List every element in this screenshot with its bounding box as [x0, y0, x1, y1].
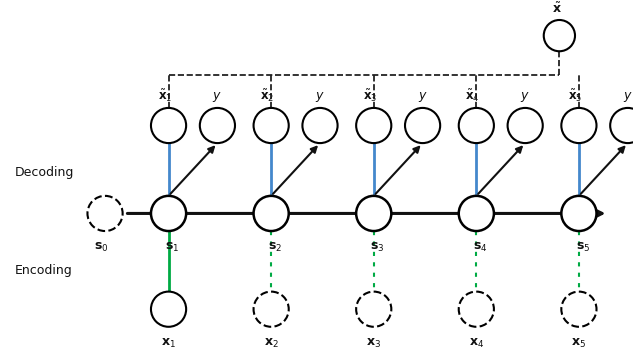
Text: $\mathbf{x}_1$: $\mathbf{x}_1$	[161, 337, 176, 350]
Text: $\mathbf{x}_3$: $\mathbf{x}_3$	[366, 337, 381, 350]
Text: $\mathbf{x}_4$: $\mathbf{x}_4$	[468, 337, 484, 350]
Circle shape	[151, 196, 186, 231]
Circle shape	[405, 108, 440, 143]
Circle shape	[356, 196, 391, 231]
Text: $y$: $y$	[520, 90, 530, 104]
Text: $\tilde{\mathbf{x}}_4$: $\tilde{\mathbf{x}}_4$	[465, 87, 479, 104]
Text: $\mathbf{s}_{2}$: $\mathbf{s}_{2}$	[268, 241, 282, 254]
Text: $\mathbf{s}_{4}$: $\mathbf{s}_{4}$	[473, 241, 488, 254]
Text: $\mathbf{s}_{1}$: $\mathbf{s}_{1}$	[165, 241, 180, 254]
Text: $\tilde{\mathbf{x}}_1$: $\tilde{\mathbf{x}}_1$	[157, 87, 172, 104]
Text: $\tilde{\mathbf{x}}_2$: $\tilde{\mathbf{x}}_2$	[260, 87, 275, 104]
Text: Encoding: Encoding	[15, 264, 73, 276]
Circle shape	[561, 196, 596, 231]
Circle shape	[253, 108, 289, 143]
Text: $\mathbf{s}_{5}$: $\mathbf{s}_{5}$	[575, 241, 590, 254]
Text: $\tilde{\mathbf{x}}_3$: $\tilde{\mathbf{x}}_3$	[363, 87, 377, 104]
Text: $\mathbf{s}_0$: $\mathbf{s}_0$	[94, 241, 108, 254]
Circle shape	[253, 196, 289, 231]
Text: $\mathbf{s}_{3}$: $\mathbf{s}_{3}$	[371, 241, 385, 254]
Circle shape	[356, 292, 391, 327]
Circle shape	[151, 108, 186, 143]
Circle shape	[610, 108, 640, 143]
Circle shape	[88, 196, 123, 231]
Circle shape	[356, 108, 391, 143]
Text: $\tilde{\mathbf{x}}$: $\tilde{\mathbf{x}}$	[552, 2, 563, 16]
Circle shape	[561, 292, 596, 327]
Circle shape	[459, 196, 494, 231]
Circle shape	[544, 20, 575, 51]
Text: $y$: $y$	[212, 90, 222, 104]
Circle shape	[253, 292, 289, 327]
Text: $y$: $y$	[418, 90, 428, 104]
Circle shape	[303, 108, 337, 143]
Circle shape	[200, 108, 235, 143]
Text: $y$: $y$	[315, 90, 325, 104]
Circle shape	[459, 292, 494, 327]
Text: $\tilde{\mathbf{x}}_5$: $\tilde{\mathbf{x}}_5$	[568, 87, 582, 104]
Text: $y$: $y$	[623, 90, 633, 104]
Text: $\mathbf{x}_2$: $\mathbf{x}_2$	[264, 337, 278, 350]
Circle shape	[151, 292, 186, 327]
Circle shape	[561, 108, 596, 143]
Text: $\mathbf{x}_5$: $\mathbf{x}_5$	[572, 337, 586, 350]
Text: Decoding: Decoding	[15, 166, 74, 179]
Circle shape	[508, 108, 543, 143]
Circle shape	[459, 108, 494, 143]
